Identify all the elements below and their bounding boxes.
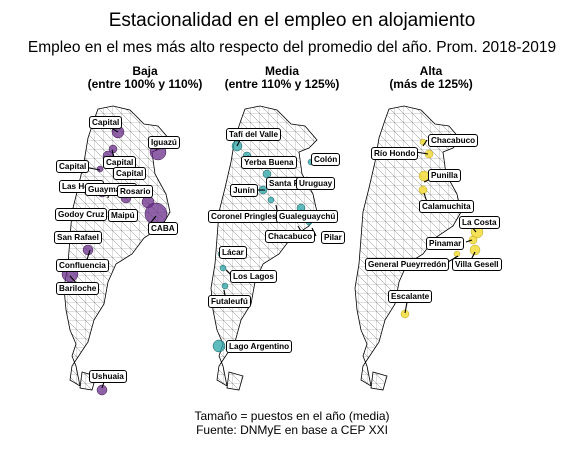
label-yerba-buena: Yerba Buena xyxy=(241,156,297,169)
label-pilar: Pilar xyxy=(321,231,345,244)
label-rosario: Rosario xyxy=(117,185,154,198)
label-uruguay: Uruguay xyxy=(296,177,336,190)
label-confluencia: Confluencia xyxy=(56,259,109,272)
label-iguazu: Iguazú xyxy=(148,136,180,149)
label-escalante: Escalante xyxy=(388,290,433,303)
label-maipu: Maipú xyxy=(108,209,138,222)
label-la-costa: La Costa xyxy=(459,216,500,229)
label-godoy-cruz: Godoy Cruz xyxy=(55,208,108,221)
label-futaleufu: Futaleufú xyxy=(208,295,251,308)
label-capital: Capital xyxy=(89,116,123,129)
label-ushuaia: Ushuaia xyxy=(89,370,127,383)
label-los-lagos: Los Lagos xyxy=(230,270,277,283)
chart-title: Estacionalidad en el empleo en alojamien… xyxy=(108,10,476,31)
label-caba: CABA xyxy=(148,222,178,235)
panel-title-baja: Baja (entre 100% y 110%) xyxy=(87,64,203,91)
label-tafi-del-valle: Tafí del Valle xyxy=(226,128,281,141)
label-lago-argentino: Lago Argentino xyxy=(226,340,293,353)
panel-title-alta: Alta (más de 125%) xyxy=(389,64,473,91)
label-junin: Junín xyxy=(230,184,258,197)
label-chacabuco: Chacabuco xyxy=(428,134,479,147)
label-colon: Colón xyxy=(311,153,341,166)
label-bariloche: Bariloche xyxy=(56,282,100,295)
label-calamuchita: Calamuchita xyxy=(419,200,474,213)
chart-subtitle: Empleo en el mes más alto respecto del p… xyxy=(27,39,557,56)
label-rio-hondo: Río Hondo xyxy=(371,147,419,160)
label-punilla: Punilla xyxy=(428,169,461,182)
map-alta xyxy=(354,105,484,391)
label-chacabuco: Chacabuco xyxy=(265,230,316,243)
label-san-rafael: San Rafael xyxy=(54,231,102,244)
panel-title-media: Media (entre 110% y 125%) xyxy=(224,64,340,91)
label-capital: Capital xyxy=(56,160,90,173)
label-general-pueyrredon: General Pueyrredón xyxy=(365,258,450,271)
footer-source: Fuente: DNMyE en base a CEP XXI xyxy=(196,423,388,437)
footer-size-note: Tamaño = puestos en el año (media) xyxy=(194,409,390,423)
label-pinamar: Pinamar xyxy=(426,237,465,250)
label-gualeguaychu: Gualeguaychú xyxy=(276,210,339,223)
label-villa-gesell: Villa Gesell xyxy=(452,258,502,271)
label-capital: Capital xyxy=(113,167,147,180)
label-lacar: Lácar xyxy=(219,246,247,259)
label-coronel-pringles: Coronel Pringles xyxy=(208,210,280,223)
